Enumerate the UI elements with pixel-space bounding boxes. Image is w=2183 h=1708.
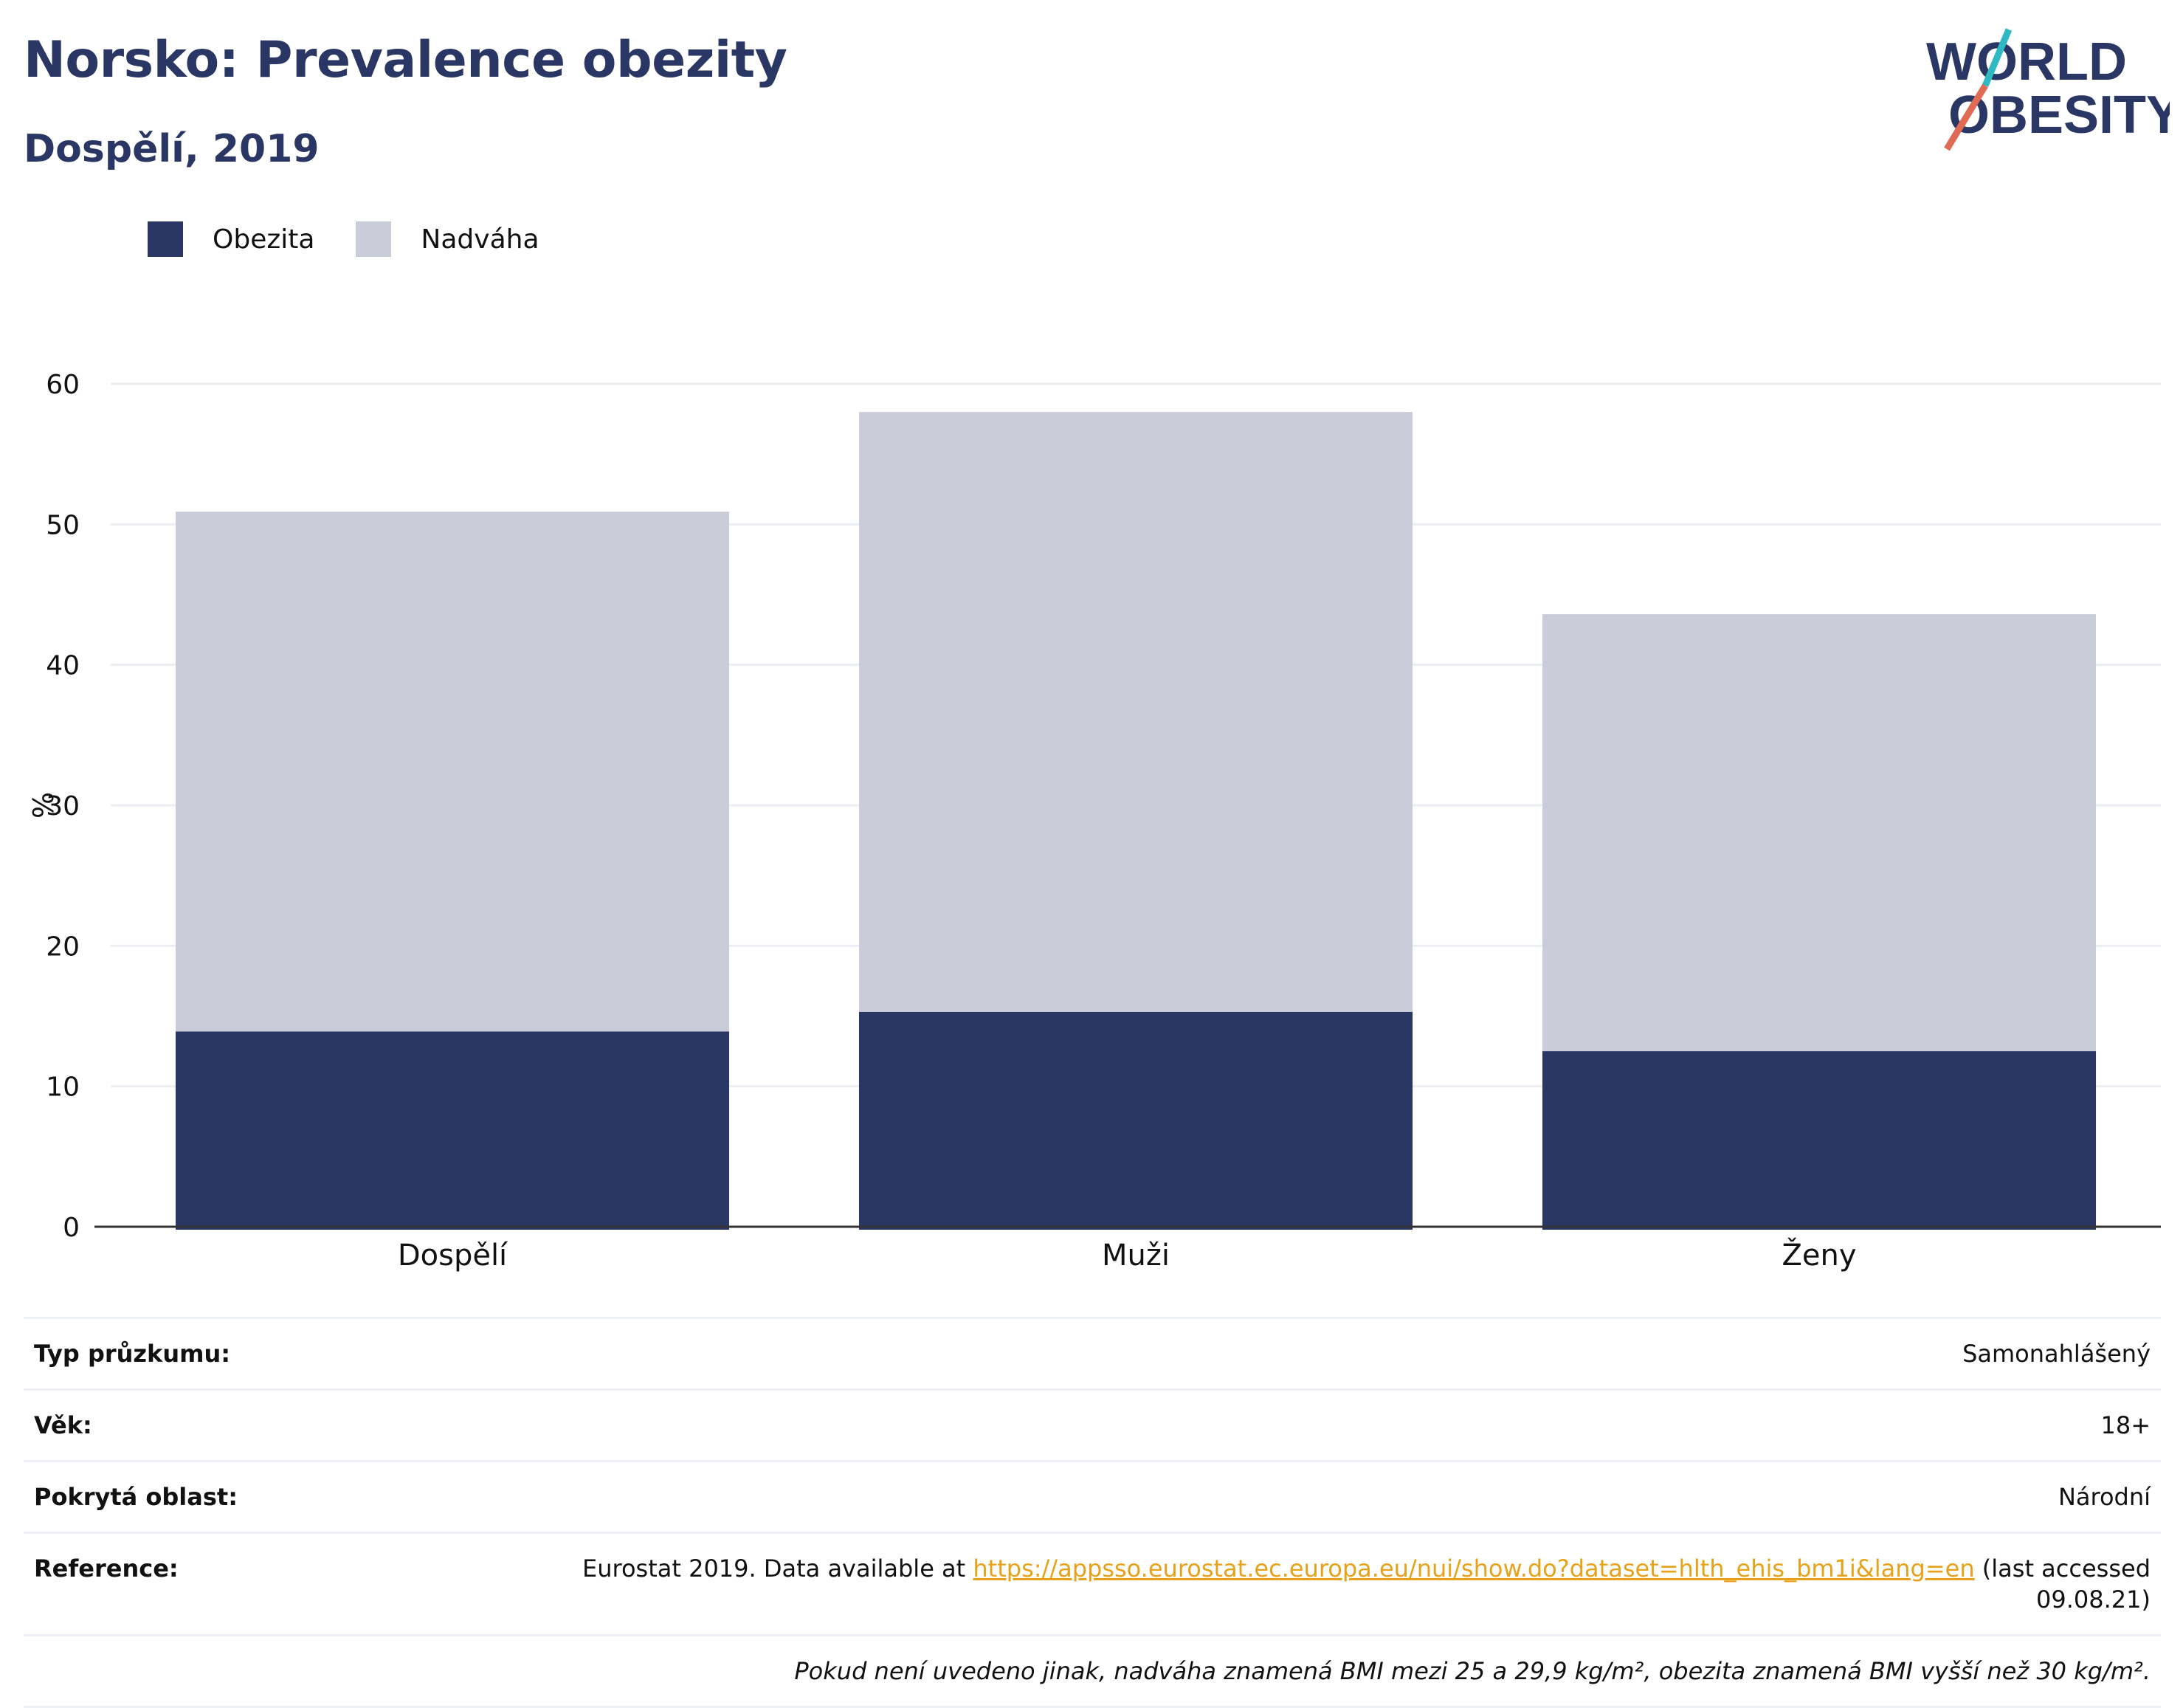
bmi-note: Pokud není uvedeno jinak, nadváha znamen…	[24, 1634, 2161, 1708]
info-row-reference: Reference: Eurostat 2019. Data available…	[24, 1532, 2161, 1636]
bar-nadváha	[175, 512, 730, 1032]
reference-suffix: (last accessed	[1974, 1554, 2151, 1583]
world-obesity-logo: WORLD OBESITY	[1926, 28, 2170, 151]
legend-label-nadvaha: Nadváha	[421, 224, 539, 255]
bar-nadváha	[858, 412, 1413, 1012]
y-tick-label: 10	[46, 1072, 80, 1103]
bar-nadváha	[1542, 614, 2097, 1052]
reference-label: Reference:	[24, 1532, 428, 1636]
bar-obezita	[1542, 1051, 2097, 1230]
y-tick-label: 0	[63, 1213, 80, 1243]
x-tick-label: Ženy	[1782, 1237, 1856, 1273]
info-row-survey-type: Typ průzkumu: Samonahlášený	[24, 1317, 2161, 1390]
legend-swatch-obezita	[148, 221, 183, 257]
y-axis-label: %	[27, 792, 60, 819]
reference-suffix-2: 09.08.21)	[2036, 1585, 2151, 1614]
legend-swatch-nadvaha	[356, 221, 392, 257]
y-tick-label: 60	[46, 370, 80, 400]
info-row-age: Věk: 18+	[24, 1388, 2161, 1461]
area-label: Pokrytá oblast:	[24, 1460, 428, 1533]
survey-type-label: Typ průzkumu:	[24, 1317, 428, 1390]
y-tick-label: 30	[46, 791, 80, 822]
chart-title: Norsko: Prevalence obezity	[24, 31, 787, 89]
legend-item-nadvaha: Nadváha	[356, 221, 539, 257]
svg-text:WORLD: WORLD	[1926, 32, 2127, 92]
x-tick-label: Muži	[1102, 1239, 1170, 1273]
info-row-note: Pokud není uvedeno jinak, nadváha znamen…	[24, 1634, 2161, 1708]
legend-item-obezita: Obezita	[148, 221, 314, 257]
area-value: Národní	[428, 1460, 2161, 1533]
bar-obezita	[175, 1031, 730, 1230]
y-tick-label: 20	[46, 932, 80, 962]
info-row-area: Pokrytá oblast: Národní	[24, 1460, 2161, 1533]
bar-obezita	[858, 1011, 1413, 1230]
chart-subtitle: Dospělí, 2019	[24, 127, 320, 171]
survey-type-value: Samonahlášený	[428, 1317, 2161, 1390]
reference-value: Eurostat 2019. Data available at https:/…	[428, 1532, 2161, 1636]
svg-text:OBESITY: OBESITY	[1948, 86, 2170, 145]
y-tick-label: 50	[46, 510, 80, 540]
info-table: Typ průzkumu: Samonahlášený Věk: 18+ Pok…	[24, 1317, 2161, 1708]
x-tick-label: Dospělí	[398, 1239, 508, 1273]
reference-prefix: Eurostat 2019. Data available at	[582, 1554, 973, 1583]
bar-chart: 0 10 20 30 40 50 60% Dospělí Muži Ženy	[27, 370, 2161, 1273]
age-label: Věk:	[24, 1388, 428, 1461]
y-tick-label: 40	[46, 651, 80, 681]
age-value: 18+	[428, 1388, 2161, 1461]
chart-legend: Obezita Nadváha	[148, 220, 581, 258]
reference-link[interactable]: https://appsso.eurostat.ec.europa.eu/nui…	[973, 1554, 1975, 1583]
legend-label-obezita: Obezita	[213, 224, 315, 255]
